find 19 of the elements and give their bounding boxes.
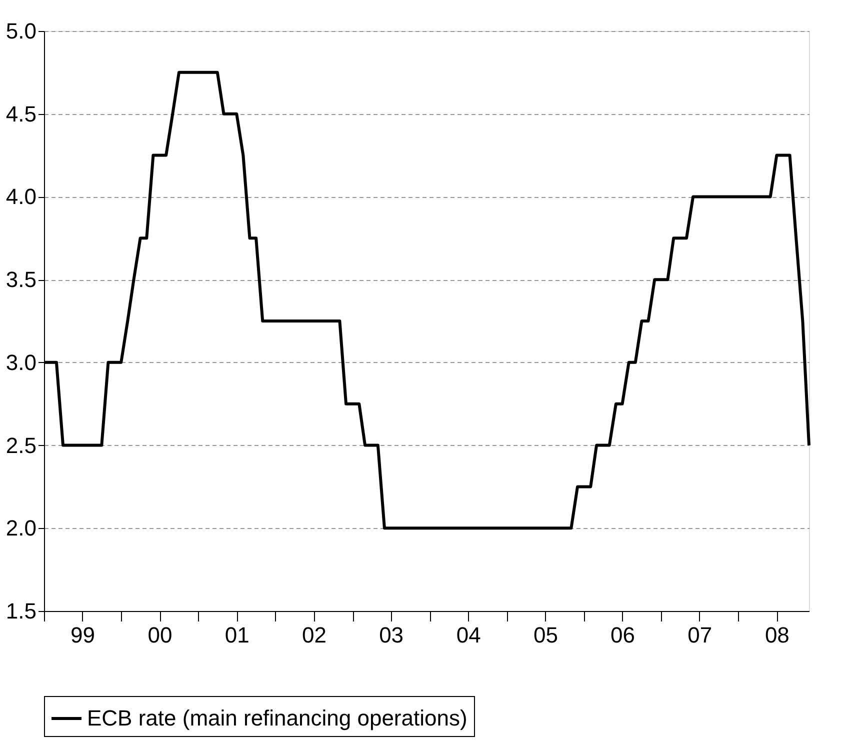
y-tick-label: 2.0 xyxy=(6,516,36,541)
x-tick-label: 02 xyxy=(302,622,326,648)
x-tick-label: 05 xyxy=(533,622,558,648)
x-tick-label: 04 xyxy=(456,622,481,648)
x-tick-label: 99 xyxy=(70,622,95,648)
legend-label: ECB rate (main refinancing operations) xyxy=(87,706,468,730)
y-tick-label: 3.5 xyxy=(6,267,36,292)
x-tick-label: 03 xyxy=(379,622,404,648)
y-tick-label: 4.0 xyxy=(6,184,36,210)
x-tick-label: 01 xyxy=(224,622,250,648)
y-tick-label: 2.5 xyxy=(6,432,36,458)
x-tick-label: 08 xyxy=(764,622,790,648)
y-tick-label: 1.5 xyxy=(6,598,36,624)
x-tick-label: 06 xyxy=(610,622,636,648)
x-tick-label: 07 xyxy=(688,622,712,648)
x-tick-label: 00 xyxy=(148,622,172,648)
y-tick-label: 5.0 xyxy=(6,18,36,44)
y-tick-label: 3.0 xyxy=(6,350,36,375)
y-tick-label: 4.5 xyxy=(6,101,36,126)
